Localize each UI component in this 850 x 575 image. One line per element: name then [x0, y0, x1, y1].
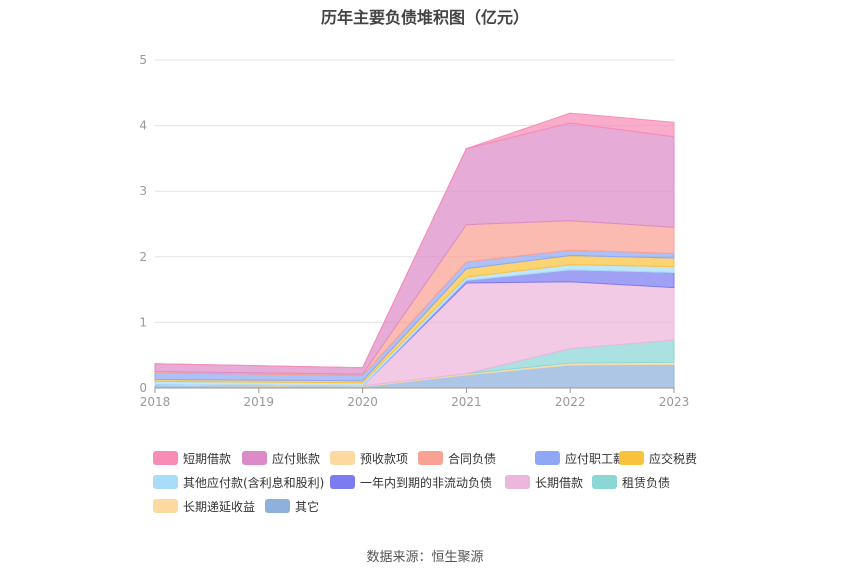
y-tick-label: 3	[139, 184, 147, 198]
x-tick-label: 2022	[555, 395, 586, 409]
legend-label: 应付账款	[272, 451, 321, 466]
legend-item[interactable]: 租赁负债	[592, 472, 670, 492]
y-tick-label: 4	[139, 119, 147, 133]
legend-item[interactable]: 一年内到期的非流动负债	[330, 472, 492, 492]
legend-item[interactable]: 合同负债	[418, 448, 496, 468]
legend-swatch	[592, 475, 617, 489]
legend-label: 应交税费	[649, 451, 698, 466]
x-tick-label: 2019	[244, 395, 275, 409]
data-source: 数据来源：恒生聚源	[366, 550, 484, 565]
legend-swatch	[153, 451, 178, 465]
legend-swatch	[330, 451, 355, 465]
legend-item[interactable]: 应付账款	[242, 448, 320, 468]
y-tick-label: 0	[139, 381, 147, 395]
legend-label: 一年内到期的非流动负债	[360, 475, 493, 490]
legend-swatch	[535, 451, 560, 465]
legend-label: 长期借款	[535, 475, 584, 490]
legend-item[interactable]: 长期递延收益	[153, 496, 255, 516]
legend-swatch	[418, 451, 443, 465]
x-tick-label: 2023	[659, 395, 690, 409]
legend-label: 其它	[295, 499, 320, 514]
x-tick-label: 2021	[451, 395, 482, 409]
legend-item[interactable]: 其他应付款(含利息和股利)	[153, 472, 324, 492]
legend-swatch	[265, 499, 290, 513]
legend-swatch	[242, 451, 267, 465]
legend-item[interactable]: 应交税费	[619, 448, 697, 468]
legend-item[interactable]: 预收款项	[330, 448, 408, 468]
chart-title: 历年主要负债堆积图（亿元）	[320, 8, 529, 27]
y-tick-label: 2	[139, 250, 147, 264]
legend-item[interactable]: 长期借款	[505, 472, 583, 492]
legend-swatch	[619, 451, 644, 465]
legend-label: 其他应付款(含利息和股利)	[183, 475, 325, 490]
legend-label: 短期借款	[183, 451, 232, 466]
legend-label: 租赁负债	[622, 475, 671, 490]
legend-swatch	[153, 475, 178, 489]
legend-item[interactable]: 短期借款	[153, 448, 231, 468]
y-tick-label: 5	[139, 53, 147, 67]
legend-swatch	[330, 475, 355, 489]
area-series	[154, 112, 675, 369]
legend-label: 合同负债	[448, 451, 497, 466]
y-tick-label: 1	[139, 315, 147, 329]
x-tick-label: 2018	[140, 395, 171, 409]
legend-swatch	[153, 499, 178, 513]
legend-item[interactable]: 其它	[265, 496, 319, 516]
legend-label: 长期递延收益	[183, 499, 256, 514]
legend-swatch	[505, 475, 530, 489]
x-tick-label: 2020	[347, 395, 378, 409]
legend-label: 预收款项	[360, 451, 409, 466]
